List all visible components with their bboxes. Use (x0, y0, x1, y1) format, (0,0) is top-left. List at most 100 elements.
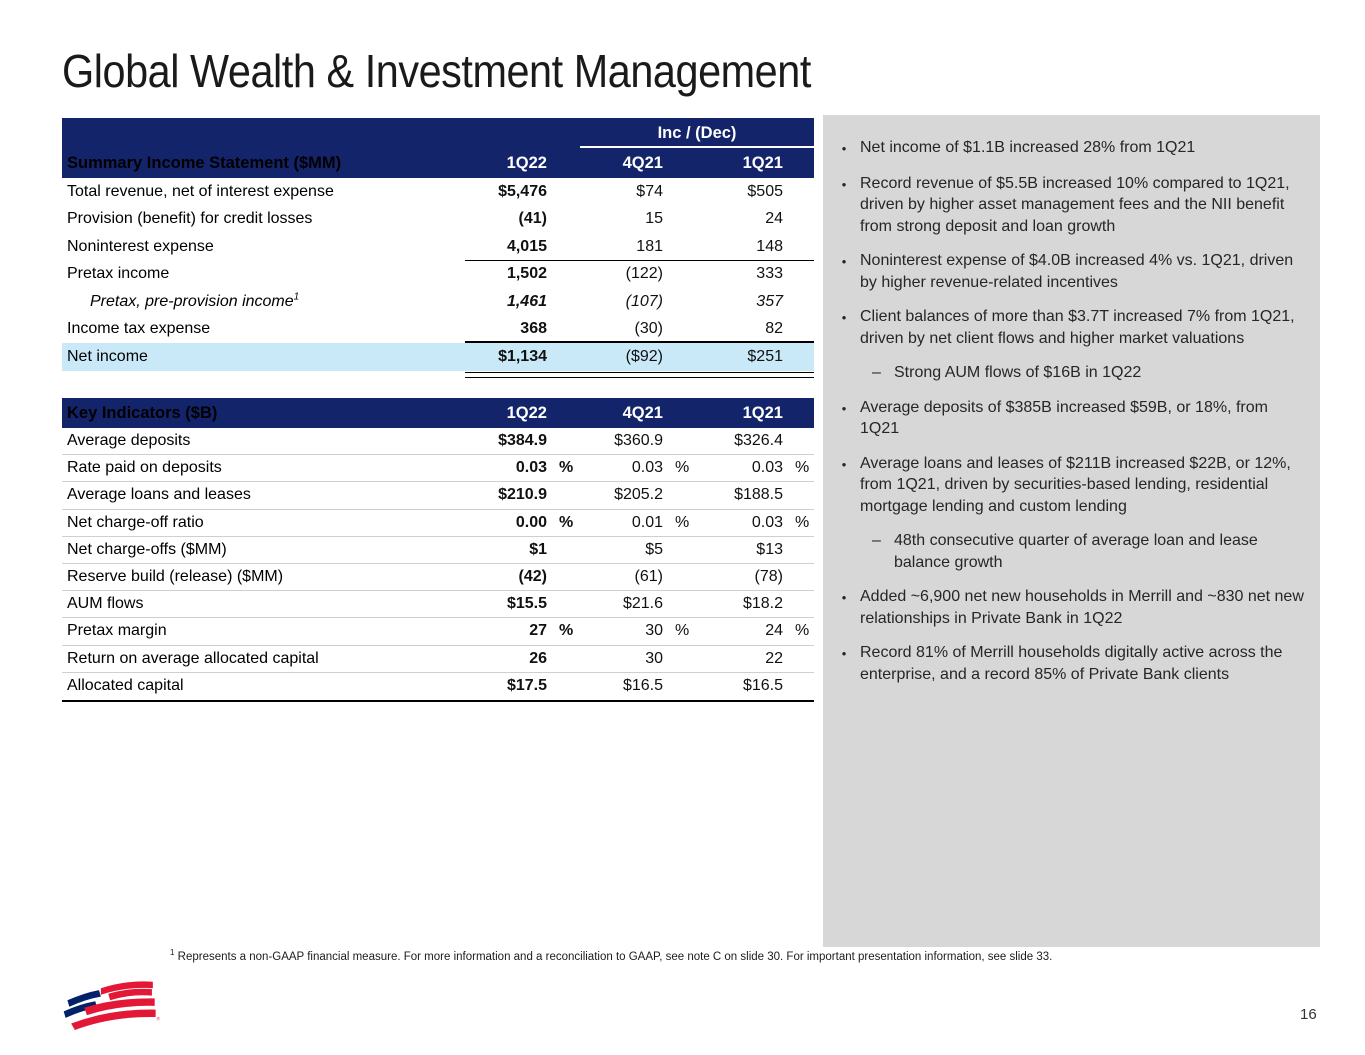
row-label-text: Average loans and leases (67, 486, 251, 504)
percent-sign: % (675, 622, 690, 640)
value-cell: 0.03 (751, 513, 783, 531)
column-header-1q22: 1Q22 (506, 153, 547, 172)
bullet-icon: • (841, 456, 847, 472)
value-cell: $16.5 (622, 677, 663, 695)
table-row: Total revenue, net of interest expense $5… (62, 178, 814, 206)
value-cell: $74 (636, 182, 663, 200)
value-cell: 30 (645, 649, 663, 667)
row-label-text: Rate paid on deposits (67, 459, 222, 477)
table-row: Income tax expense 368 (30) 82 (62, 316, 814, 344)
footnote-text: Represents a non-GAAP financial measure.… (177, 950, 1053, 963)
row-label-text: Provision (benefit) for credit losses (67, 210, 313, 228)
value-cell: $1,134 (498, 347, 547, 365)
value-cell: ($92) (625, 347, 663, 365)
table-row: Net charge-off ratio 0.00% 0.01% 0.03% (62, 510, 814, 537)
sub-bullet-item: –48th consecutive quarter of average loa… (872, 530, 1306, 573)
income-statement-body: Total revenue, net of interest expense $5… (62, 178, 814, 377)
bullet-item: • Average deposits of $385B increased $59… (838, 397, 1306, 440)
percent-sign: % (795, 622, 810, 640)
value-cell: $15.5 (506, 595, 547, 613)
value-cell: 4,015 (506, 237, 547, 255)
percent-sign: % (795, 513, 810, 531)
key-indicators-table: Key Indicators ($B) 1Q22 4Q21 1Q21 Avera… (62, 398, 814, 702)
row-label-text: Reserve build (release) ($MM) (67, 568, 284, 586)
bullet-item: • Added ~6,900 net new households in Merr… (838, 586, 1306, 629)
value-cell: $5,476 (498, 182, 547, 200)
value-cell: 0.03 (515, 459, 547, 477)
sub-bullet-text: 48th consecutive quarter of average loan… (894, 532, 1258, 571)
bullet-item: • Client balances of more than $3.7T incr… (838, 306, 1306, 349)
value-cell: 82 (765, 320, 783, 338)
table-row: Return on average allocated capital 26 30 2… (62, 646, 814, 673)
footnote-ref: 1 (293, 291, 300, 303)
value-cell: (107) (625, 292, 663, 310)
percent-sign: % (675, 459, 690, 477)
table-row: Rate paid on deposits 0.03% 0.03% 0.03% (62, 455, 814, 483)
income-table-title: Summary Income Statement ($MM) (67, 153, 342, 172)
value-cell: $384.9 (498, 432, 547, 450)
page-number: 16 (1300, 1006, 1317, 1023)
bullet-text: Noninterest expense of $4.0B increased 4… (860, 252, 1294, 291)
table-row: Provision (benefit) for credit losses (41… (62, 206, 814, 234)
column-header-1q21: 1Q21 (742, 403, 783, 422)
value-cell: $13 (756, 540, 783, 558)
value-cell: (122) (625, 265, 663, 283)
value-cell: 0.00 (515, 513, 547, 531)
row-label-text: Noninterest expense (67, 237, 214, 255)
value-cell: 15 (645, 210, 663, 228)
column-header-4q21: 4Q21 (622, 403, 663, 422)
value-cell: 27 (529, 622, 547, 640)
bullet-icon: • (841, 141, 847, 156)
row-label: Total revenue, net of interest expense (62, 183, 447, 201)
footnote-ref: 1 (170, 948, 175, 957)
value-cell: $16.5 (742, 677, 783, 695)
row-label-text: Income tax expense (67, 320, 211, 338)
row-label: Rate paid on deposits (62, 459, 447, 477)
sub-bullet-text: Strong AUM flows of $16B in 1Q22 (894, 364, 1142, 381)
row-label: Pretax margin (62, 622, 447, 640)
row-label-text: Pretax income (67, 265, 170, 283)
value-cell: (30) (634, 320, 663, 338)
row-label-text: Net charge-off ratio (67, 513, 204, 531)
bank-of-america-logo: ® (63, 981, 161, 1030)
bullet-text: Average deposits of $385B increased $59B… (860, 398, 1268, 438)
row-label: Net charge-offs ($MM) (62, 541, 447, 559)
value-cell: 357 (756, 292, 783, 310)
value-cell: 1,461 (506, 292, 547, 310)
value-cell: $360.9 (614, 432, 663, 450)
value-cell: (78) (754, 568, 783, 586)
inc-dec-row: Inc / (Dec) (62, 118, 814, 148)
table-row: Average loans and leases $210.9 $205.2 $188… (62, 482, 814, 510)
row-label: Allocated capital (62, 677, 447, 695)
value-cell: 22 (765, 649, 783, 667)
value-cell: 333 (756, 265, 783, 283)
row-label: Pretax income (62, 265, 447, 283)
row-label: Average deposits (62, 432, 447, 450)
bullet-icon: • (841, 176, 847, 192)
net-income-row: Net income $1,134 ($92) $251 (62, 341, 814, 377)
row-label-text: Return on average allocated capital (67, 649, 319, 667)
bullet-text: Record revenue of $5.5B increased 10% co… (860, 174, 1290, 235)
value-cell: $21.6 (622, 595, 663, 613)
column-header-1q22: 1Q22 (506, 403, 547, 422)
row-label: AUM flows (62, 595, 447, 613)
row-label: Net income (62, 348, 447, 366)
bullet-icon: • (841, 590, 847, 605)
value-cell: 148 (756, 237, 783, 255)
table-row: Pretax margin 27% 30% 24% (62, 618, 814, 646)
value-cell: $210.9 (498, 486, 547, 504)
value-cell: $18.2 (742, 595, 783, 613)
value-cell: 0.03 (751, 459, 783, 477)
value-cell: 26 (529, 649, 547, 667)
row-label-text: Pretax, pre-provision income (90, 292, 294, 310)
registered-mark: ® (157, 1016, 161, 1022)
value-cell: 368 (520, 320, 547, 338)
bullet-item: • Average loans and leases of $211B incre… (838, 453, 1306, 518)
bullet-icon: • (841, 646, 847, 661)
value-cell: 181 (636, 237, 663, 255)
percent-sign: % (559, 622, 574, 640)
income-table-header: Inc / (Dec) Summary Income Statement ($M… (62, 118, 814, 178)
row-label: Average loans and leases (62, 486, 447, 504)
row-label: Return on average allocated capital (62, 650, 447, 668)
percent-sign: % (559, 459, 574, 477)
